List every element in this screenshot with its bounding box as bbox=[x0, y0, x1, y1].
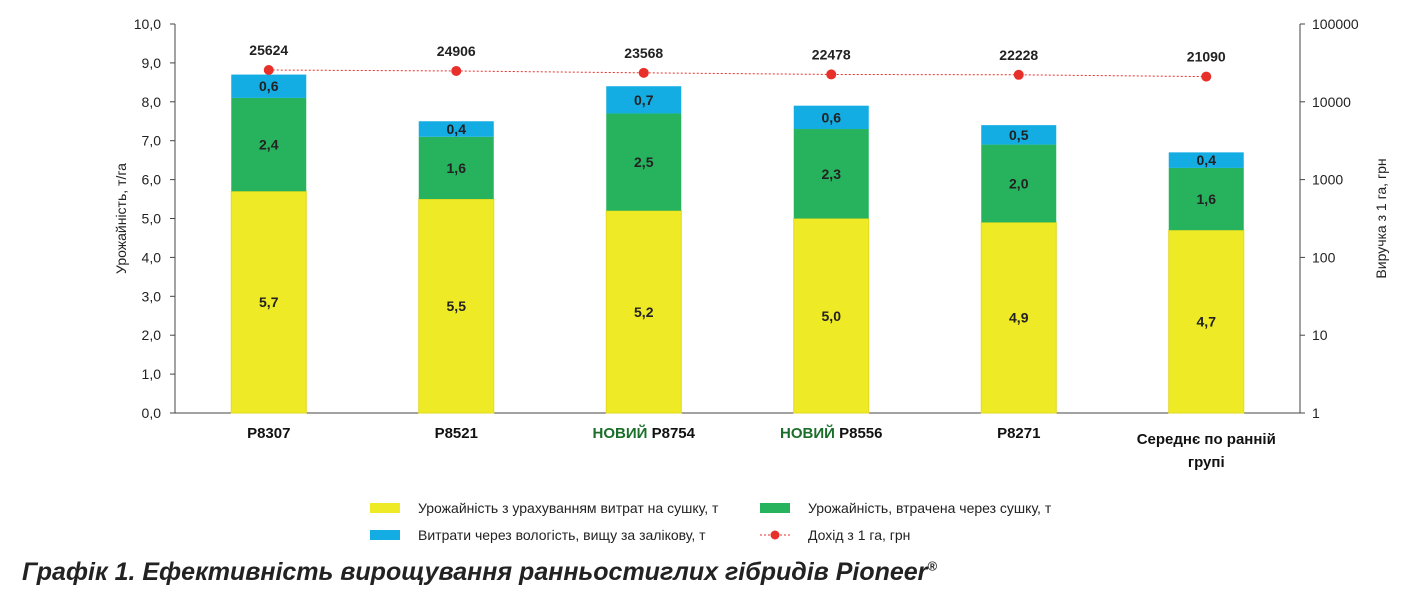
bar-value-label: 2,5 bbox=[634, 154, 654, 170]
revenue-point bbox=[451, 65, 462, 76]
bar-value-label: 0,4 bbox=[1197, 152, 1217, 168]
bar-value-label: 0,6 bbox=[822, 109, 842, 125]
bar-segment bbox=[1168, 229, 1245, 414]
y-tick-label: 10,0 bbox=[134, 16, 161, 32]
category-label-line1: Середнє по ранній bbox=[1137, 431, 1276, 448]
y2-axis-title: Виручка з 1 га, грн bbox=[1373, 158, 1389, 278]
bar-value-label: 0,5 bbox=[1009, 127, 1029, 143]
bar-segment bbox=[793, 218, 870, 414]
y2-tick-label: 100000 bbox=[1312, 16, 1359, 32]
revenue-point bbox=[1013, 69, 1024, 80]
legend-swatch bbox=[370, 530, 400, 540]
new-badge-text: НОВИЙ bbox=[593, 424, 652, 442]
new-badge-text: НОВИЙ bbox=[780, 424, 839, 442]
category-label: P8271 bbox=[997, 425, 1040, 442]
bar-segment bbox=[981, 144, 1057, 223]
revenue-point bbox=[1201, 71, 1212, 82]
legend-label: Витрати через вологість, вищу за заліков… bbox=[418, 527, 706, 543]
category-name: P8754 bbox=[652, 425, 696, 442]
y2-tick-label: 1000 bbox=[1312, 172, 1343, 188]
revenue-point bbox=[638, 67, 649, 78]
bar-value-label: 2,4 bbox=[259, 137, 279, 153]
bar-segment bbox=[793, 129, 869, 219]
chart: 0,0 1,0 2,0 3,0 4,0 5,0 6,0 7,0 8,0 9,0 10,0 1 10 100… bbox=[113, 16, 1389, 543]
chart-title: Графік 1. Ефективність вирощування раннь… bbox=[22, 558, 938, 586]
bar-segment bbox=[605, 210, 682, 414]
axes: 0,0 1,0 2,0 3,0 4,0 5,0 6,0 7,0 8,0 9,0 10,0 1 10 100… bbox=[113, 16, 1389, 421]
revenue-value-label: 22478 bbox=[812, 46, 851, 62]
bar-segment bbox=[1168, 167, 1244, 231]
bar-value-label: 4,7 bbox=[1197, 314, 1217, 330]
category-label: P8521 bbox=[435, 425, 478, 442]
bar-segment bbox=[606, 86, 682, 114]
legend-label: Урожайність, втрачена через сушку, т bbox=[808, 500, 1052, 516]
bar-value-label: 5,0 bbox=[822, 308, 842, 324]
category-label-line2: групі bbox=[1188, 454, 1225, 471]
bar-segment bbox=[793, 105, 869, 130]
bar-value-label: 5,7 bbox=[259, 294, 279, 310]
y-tick-label: 0,0 bbox=[142, 405, 162, 421]
revenue-point bbox=[263, 65, 274, 76]
y-tick-label: 6,0 bbox=[142, 172, 162, 188]
bar-segment bbox=[231, 97, 307, 192]
legend-swatch bbox=[760, 503, 790, 513]
bars: 5,7 2,4 0,6 5,5 1,6 0,4 5,2 2,5 0,7 5,0 2,3 0,6 4,9 2… bbox=[230, 74, 1245, 414]
y-tick-label: 5,0 bbox=[142, 211, 162, 227]
bar-value-label: 0,7 bbox=[634, 92, 654, 108]
revenue-line: 25624 24906 23568 22478 22228 21090 bbox=[249, 42, 1226, 82]
bar-value-label: 1,6 bbox=[1197, 191, 1217, 207]
bar-segment bbox=[418, 136, 494, 200]
y-tick-label: 1,0 bbox=[142, 366, 162, 382]
bar-segment bbox=[981, 125, 1057, 145]
revenue-value-label: 24906 bbox=[437, 43, 476, 59]
bar-value-label: 2,3 bbox=[822, 166, 842, 182]
revenue-value-label: 23568 bbox=[624, 45, 663, 61]
y-tick-label: 7,0 bbox=[142, 133, 162, 149]
y2-tick-label: 100 bbox=[1312, 249, 1336, 265]
legend-swatch bbox=[370, 503, 400, 513]
revenue-point bbox=[826, 69, 837, 80]
bar-value-label: 1,6 bbox=[447, 160, 467, 176]
y-axis-title: Урожайність, т/га bbox=[113, 163, 129, 274]
bar-segment bbox=[606, 113, 682, 211]
bar-segment bbox=[230, 190, 307, 414]
revenue-line-path bbox=[268, 69, 1207, 78]
y-tick-label: 8,0 bbox=[142, 94, 162, 110]
category-label: P8307 bbox=[247, 425, 290, 442]
bar-segment bbox=[1168, 152, 1244, 168]
legend-label: Урожайність з урахуванням витрат на сушк… bbox=[418, 500, 719, 516]
bar-value-label: 4,9 bbox=[1009, 310, 1029, 326]
category-label: НОВИЙ P8556 bbox=[780, 424, 882, 442]
category-label: НОВИЙ P8754 bbox=[593, 424, 696, 442]
y2-tick-label: 1 bbox=[1312, 405, 1320, 421]
bar-segment bbox=[418, 198, 495, 414]
y2-tick-label: 10 bbox=[1312, 327, 1328, 343]
legend-marker bbox=[770, 530, 780, 540]
legend: Урожайність з урахуванням витрат на сушк… bbox=[370, 500, 1052, 543]
bar-value-label: 2,0 bbox=[1009, 175, 1029, 191]
y-tick-label: 3,0 bbox=[142, 288, 162, 304]
category-name: P8556 bbox=[839, 425, 882, 442]
y2-tick-label: 10000 bbox=[1312, 94, 1351, 110]
bar-value-label: 5,2 bbox=[634, 304, 654, 320]
category-labels: P8307 P8521 НОВИЙ P8754 НОВИЙ P8556 P8271 Сер… bbox=[247, 424, 1276, 471]
bar-value-label: 0,4 bbox=[447, 121, 467, 137]
revenue-value-label: 22228 bbox=[999, 47, 1038, 63]
bar-segment bbox=[980, 221, 1057, 414]
y-tick-label: 4,0 bbox=[142, 249, 162, 265]
revenue-value-label: 21090 bbox=[1187, 49, 1226, 65]
revenue-value-label: 25624 bbox=[249, 42, 288, 58]
bar-value-label: 0,6 bbox=[259, 78, 279, 94]
y-tick-label: 9,0 bbox=[142, 55, 162, 71]
bar-value-label: 5,5 bbox=[447, 298, 467, 314]
bar-segment bbox=[231, 74, 307, 98]
bar-segment bbox=[418, 121, 494, 137]
y-tick-label: 2,0 bbox=[142, 327, 162, 343]
legend-label: Дохід з 1 га, грн bbox=[808, 527, 910, 543]
